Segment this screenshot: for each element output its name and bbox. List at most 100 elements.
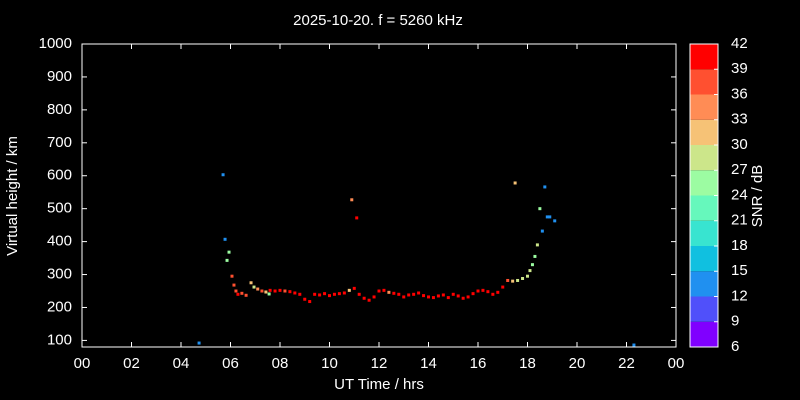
x-tick-label: 20 xyxy=(569,355,586,372)
y-tick-label: 900 xyxy=(47,68,72,85)
chart-title: 2025-10-20. f = 5260 kHz xyxy=(293,12,463,29)
data-point xyxy=(227,250,231,254)
data-point xyxy=(451,292,455,296)
x-tick-label: 12 xyxy=(371,355,388,372)
data-point xyxy=(355,216,359,220)
data-point xyxy=(526,274,529,278)
data-point xyxy=(382,288,386,292)
data-point xyxy=(392,291,396,295)
data-point xyxy=(441,293,445,297)
data-point xyxy=(278,288,282,292)
colorbar-band xyxy=(690,296,718,322)
data-point xyxy=(521,276,525,280)
data-point xyxy=(533,254,537,258)
data-point xyxy=(548,215,552,219)
data-point xyxy=(221,173,225,177)
colorbar-tick-label: 12 xyxy=(731,287,748,304)
data-point xyxy=(481,288,485,292)
data-point xyxy=(288,290,292,294)
data-point xyxy=(303,297,307,301)
colorbar-band xyxy=(690,195,718,221)
data-point xyxy=(350,198,354,202)
data-point xyxy=(240,291,244,295)
x-tick-label: 10 xyxy=(321,355,338,372)
x-tick-label: 00 xyxy=(74,355,91,372)
data-point xyxy=(553,219,557,223)
x-tick-label: 16 xyxy=(470,355,487,372)
data-point xyxy=(397,292,401,296)
data-point xyxy=(197,341,201,345)
colorbar-band xyxy=(690,220,718,246)
data-point xyxy=(236,292,240,296)
data-point xyxy=(446,296,450,300)
data-point xyxy=(528,269,532,273)
colorbar-tick-label: 30 xyxy=(731,136,748,153)
data-point xyxy=(357,292,361,296)
data-point xyxy=(232,283,236,287)
x-tick-label: 14 xyxy=(420,355,437,372)
y-tick-label: 1000 xyxy=(39,35,72,52)
data-point xyxy=(436,294,440,298)
colorbar-tick-label: 24 xyxy=(731,186,748,203)
x-tick-label: 08 xyxy=(272,355,289,372)
colorbar-tick-label: 33 xyxy=(731,111,748,128)
data-point xyxy=(632,343,636,347)
x-tick-label: 06 xyxy=(222,355,239,372)
data-point xyxy=(407,293,411,297)
y-tick-label: 200 xyxy=(47,298,72,315)
data-point xyxy=(496,290,500,294)
data-point xyxy=(268,288,272,292)
data-point xyxy=(461,296,465,300)
data-point xyxy=(476,289,480,293)
colorbar-band xyxy=(690,246,718,272)
x-tick-label: 02 xyxy=(123,355,140,372)
data-point xyxy=(545,215,549,219)
data-point xyxy=(252,285,256,289)
colorbar-tick-label: 18 xyxy=(731,237,748,254)
data-point xyxy=(417,291,421,295)
x-tick-label: 18 xyxy=(519,355,536,372)
data-point xyxy=(372,295,376,299)
data-point xyxy=(367,298,371,302)
data-point xyxy=(318,293,322,297)
data-point xyxy=(471,292,475,296)
colorbar-tick-label: 39 xyxy=(731,60,748,77)
data-point xyxy=(244,293,248,297)
data-point xyxy=(535,243,539,247)
data-point xyxy=(486,290,490,294)
data-point xyxy=(427,295,430,299)
data-point xyxy=(256,287,260,291)
x-tick-label: 04 xyxy=(173,355,190,372)
plot-frame xyxy=(81,43,677,348)
colorbar-tick-label: 6 xyxy=(731,338,739,355)
data-point xyxy=(516,278,520,282)
data-point xyxy=(466,295,470,299)
y-tick-label: 100 xyxy=(47,331,72,348)
data-point xyxy=(249,281,253,285)
data-point xyxy=(387,290,391,294)
data-point xyxy=(422,294,426,298)
data-point xyxy=(347,288,351,292)
colorbar-band xyxy=(690,145,718,171)
y-axis-label: Virtual height / km xyxy=(4,136,21,256)
data-point xyxy=(506,278,510,282)
data-point xyxy=(543,185,547,189)
data-point xyxy=(501,285,505,289)
data-point xyxy=(342,291,346,295)
data-point xyxy=(377,289,381,293)
data-point xyxy=(332,292,336,296)
data-point xyxy=(511,279,515,283)
data-point xyxy=(337,292,341,296)
data-point xyxy=(260,289,264,293)
colorbar-tick-label: 9 xyxy=(731,313,739,330)
y-tick-label: 500 xyxy=(47,200,72,217)
data-point xyxy=(431,296,435,300)
data-point xyxy=(540,229,544,233)
colorbar-label: SNR / dB xyxy=(749,165,766,228)
data-point xyxy=(402,295,406,299)
data-point xyxy=(293,291,297,295)
colorbar-tick-label: 42 xyxy=(731,35,748,52)
data-point xyxy=(538,207,542,211)
data-point xyxy=(530,263,534,267)
